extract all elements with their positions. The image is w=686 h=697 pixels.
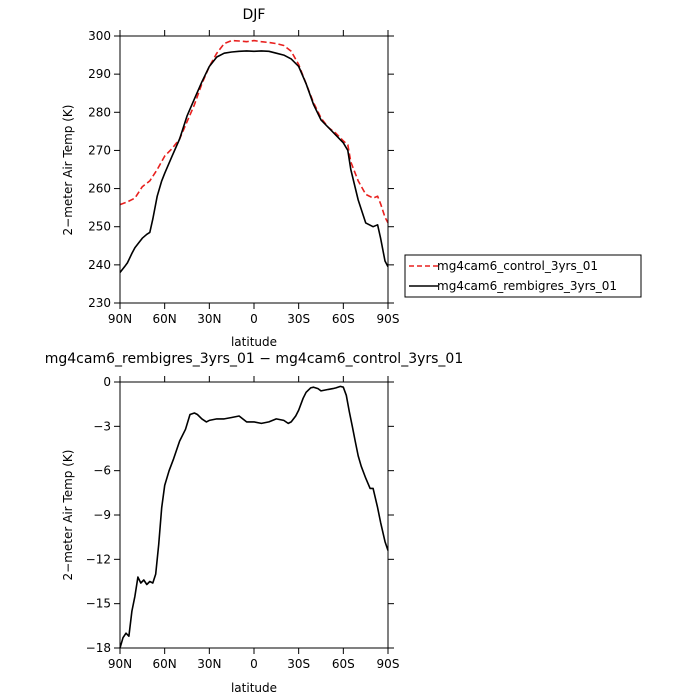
chart-1-x-tick-label: 30N: [197, 312, 221, 326]
chart-2-x-tick-label: 30S: [287, 657, 310, 671]
chart-2-plot-frame: [119, 381, 389, 649]
chart-2-y-tick-label: −3: [93, 419, 111, 433]
chart-1-x-tick-label: 60S: [332, 312, 355, 326]
chart-2-y-tick-label: −6: [93, 464, 111, 478]
chart-1-y-tick-label: 280: [88, 105, 111, 119]
chart-2-x-tick-label: 0: [250, 657, 258, 671]
chart-1-x-tick-label: 30S: [287, 312, 310, 326]
chart-2-y-tick-label: −9: [93, 508, 111, 522]
chart-1-y-tick-label: 240: [88, 258, 111, 272]
chart-1-legend: mg4cam6_control_3yrs_01 mg4cam6_rembigre…: [404, 254, 642, 298]
chart-1-y-tick-label: 290: [88, 67, 111, 81]
chart-2-series-line-0: [119, 385, 389, 649]
chart-1-series: [119, 39, 389, 273]
legend-box: [404, 254, 642, 298]
chart-2-y-tick-label: −12: [86, 552, 111, 566]
chart-1-plot-frame: [119, 35, 389, 304]
chart-1-y-tick-label: 250: [88, 220, 111, 234]
chart-1-x-tick-label: 60N: [153, 312, 177, 326]
chart-2-y-tick-label: 0: [103, 375, 111, 389]
chart-2-x-tick-label: 60N: [153, 657, 177, 671]
chart-1-x-tick-label: 90N: [108, 312, 132, 326]
chart-1-series-line-1: [119, 50, 389, 273]
chart-2-x-tick-label: 30N: [197, 657, 221, 671]
chart-2-y-ticks: −18 −15 −12 −9 −6 −3 0: [86, 375, 394, 655]
legend-label-control: mg4cam6_control_3yrs_01: [437, 259, 598, 273]
chart-1-y-tick-label: 270: [88, 143, 111, 157]
chart-1-x-ticks: 90N 60N 30N 0 30S 60S 90S: [108, 30, 400, 326]
chart-2-x-ticks: 90N 60N 30N 0 30S 60S 90S: [108, 376, 400, 671]
chart-2-x-tick-label: 60S: [332, 657, 355, 671]
chart-1-y-tick-label: 230: [88, 296, 111, 310]
chart-2-title: mg4cam6_rembigres_3yrs_01 − mg4cam6_cont…: [45, 351, 464, 367]
legend-label-rembigres: mg4cam6_rembigres_3yrs_01: [437, 279, 617, 293]
chart-1-y-tick-label: 300: [88, 29, 111, 43]
chart-2-x-axis-label: latitude: [231, 681, 277, 695]
chart-2-x-tick-label: 90N: [108, 657, 132, 671]
chart-1-x-tick-label: 90S: [377, 312, 400, 326]
chart-1-y-axis-label: 2−meter Air Temp (K): [61, 105, 75, 236]
chart-1-x-tick-label: 0: [250, 312, 258, 326]
chart-1-x-axis-label: latitude: [231, 335, 277, 349]
chart-1-title: DJF: [243, 7, 266, 23]
chart-1-y-ticks: 230 240 250 260 270 280 290 300: [88, 29, 394, 310]
chart-2-series: [119, 385, 389, 649]
chart-1: DJF 2−meter Air Temp (K) latitude 230 240…: [61, 7, 642, 349]
chart-1-series-line-0: [119, 39, 389, 224]
chart-1-y-tick-label: 260: [88, 182, 111, 196]
chart-2-x-tick-label: 90S: [377, 657, 400, 671]
chart-2-y-tick-label: −15: [86, 597, 111, 611]
chart-2: mg4cam6_rembigres_3yrs_01 − mg4cam6_cont…: [45, 351, 464, 695]
chart-2-y-axis-label: 2−meter Air Temp (K): [61, 450, 75, 581]
chart-2-y-tick-label: −18: [86, 641, 111, 655]
